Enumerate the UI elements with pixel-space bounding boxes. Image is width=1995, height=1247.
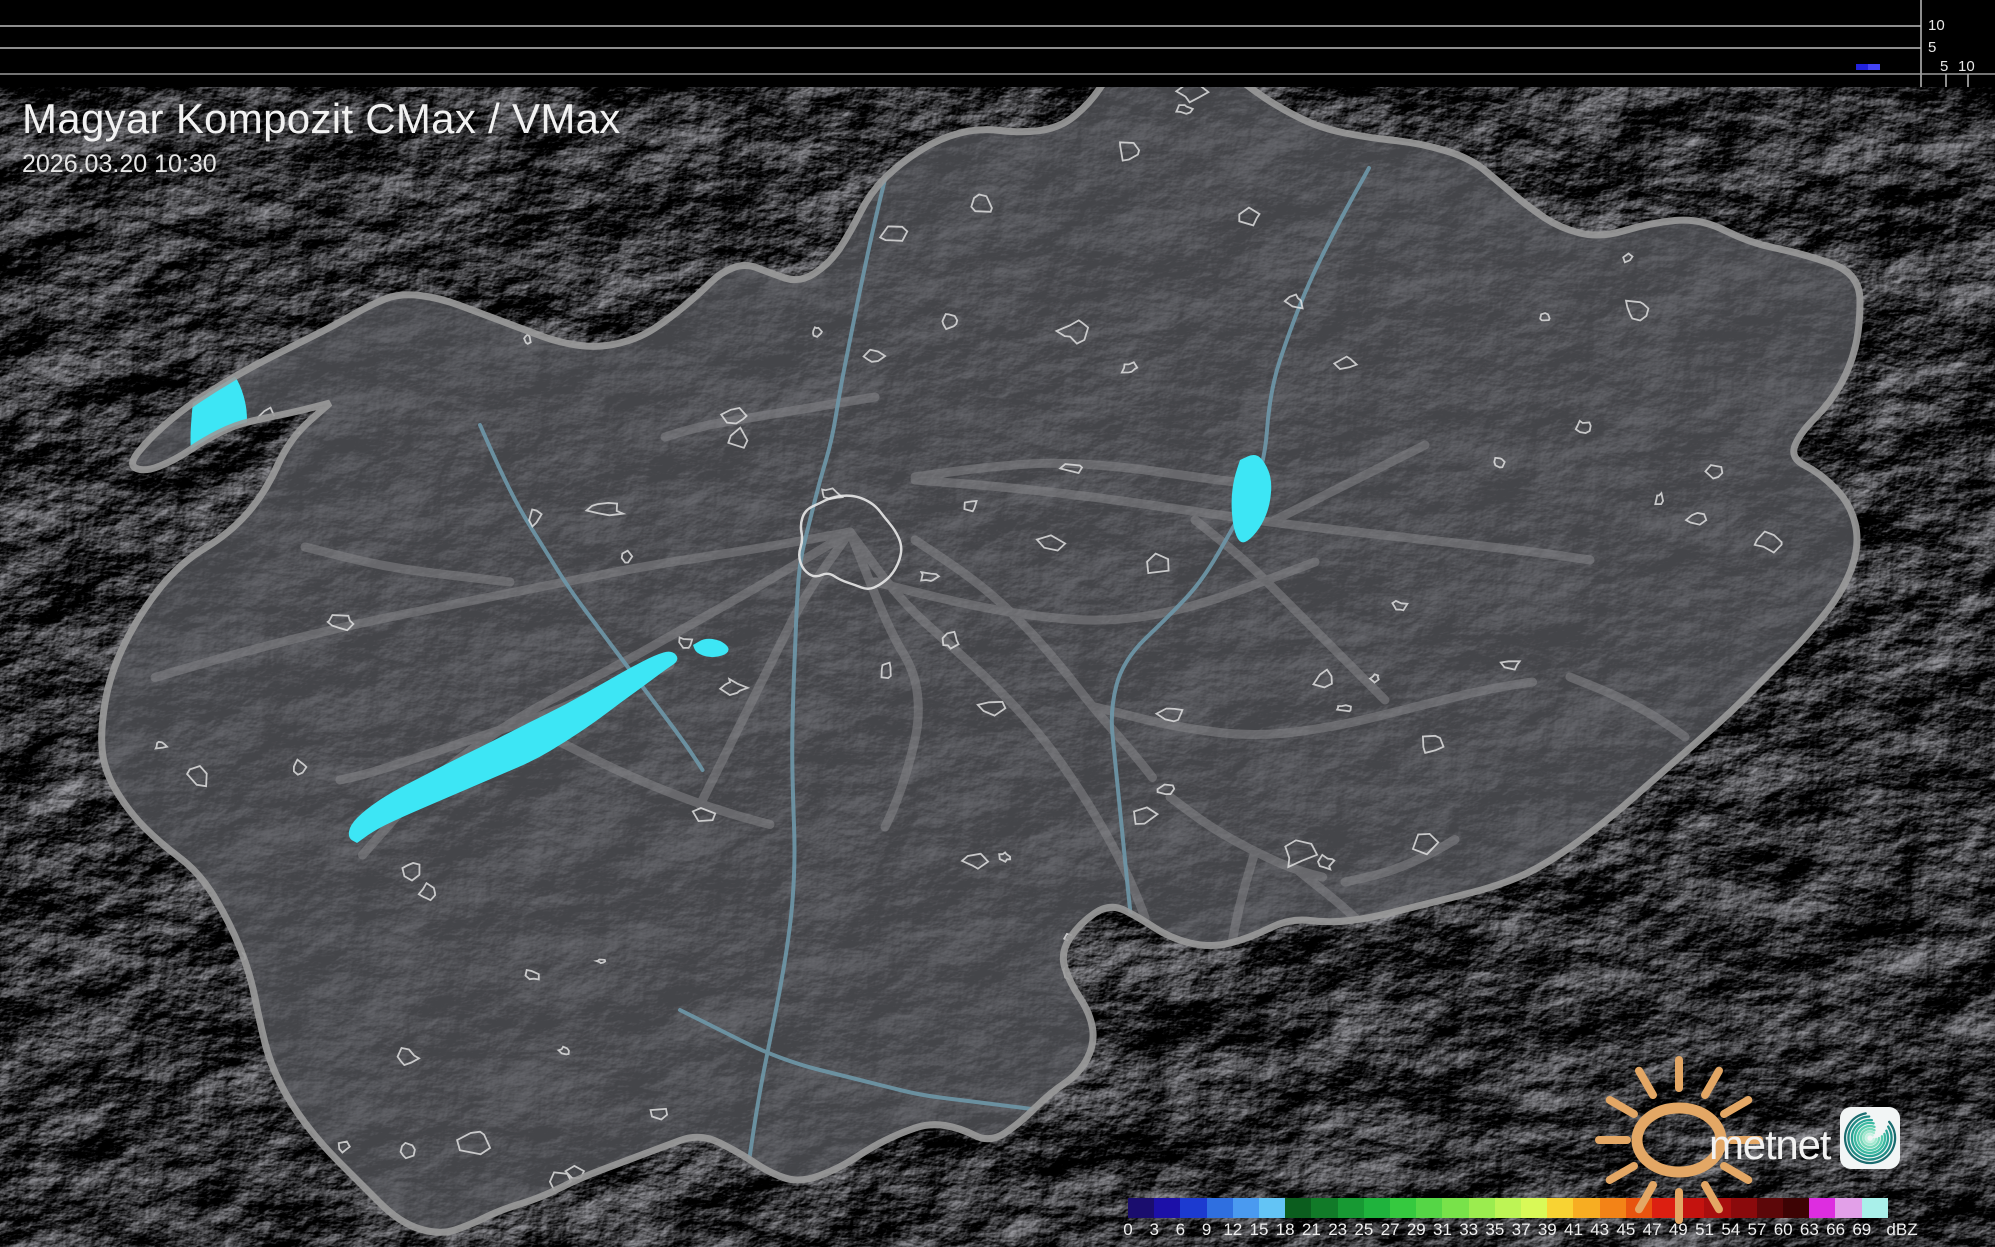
svg-text:10: 10	[1928, 17, 1945, 34]
svg-text:5: 5	[1940, 58, 1948, 75]
svg-text:5: 5	[1928, 39, 1936, 56]
svg-text:10: 10	[1958, 58, 1975, 75]
